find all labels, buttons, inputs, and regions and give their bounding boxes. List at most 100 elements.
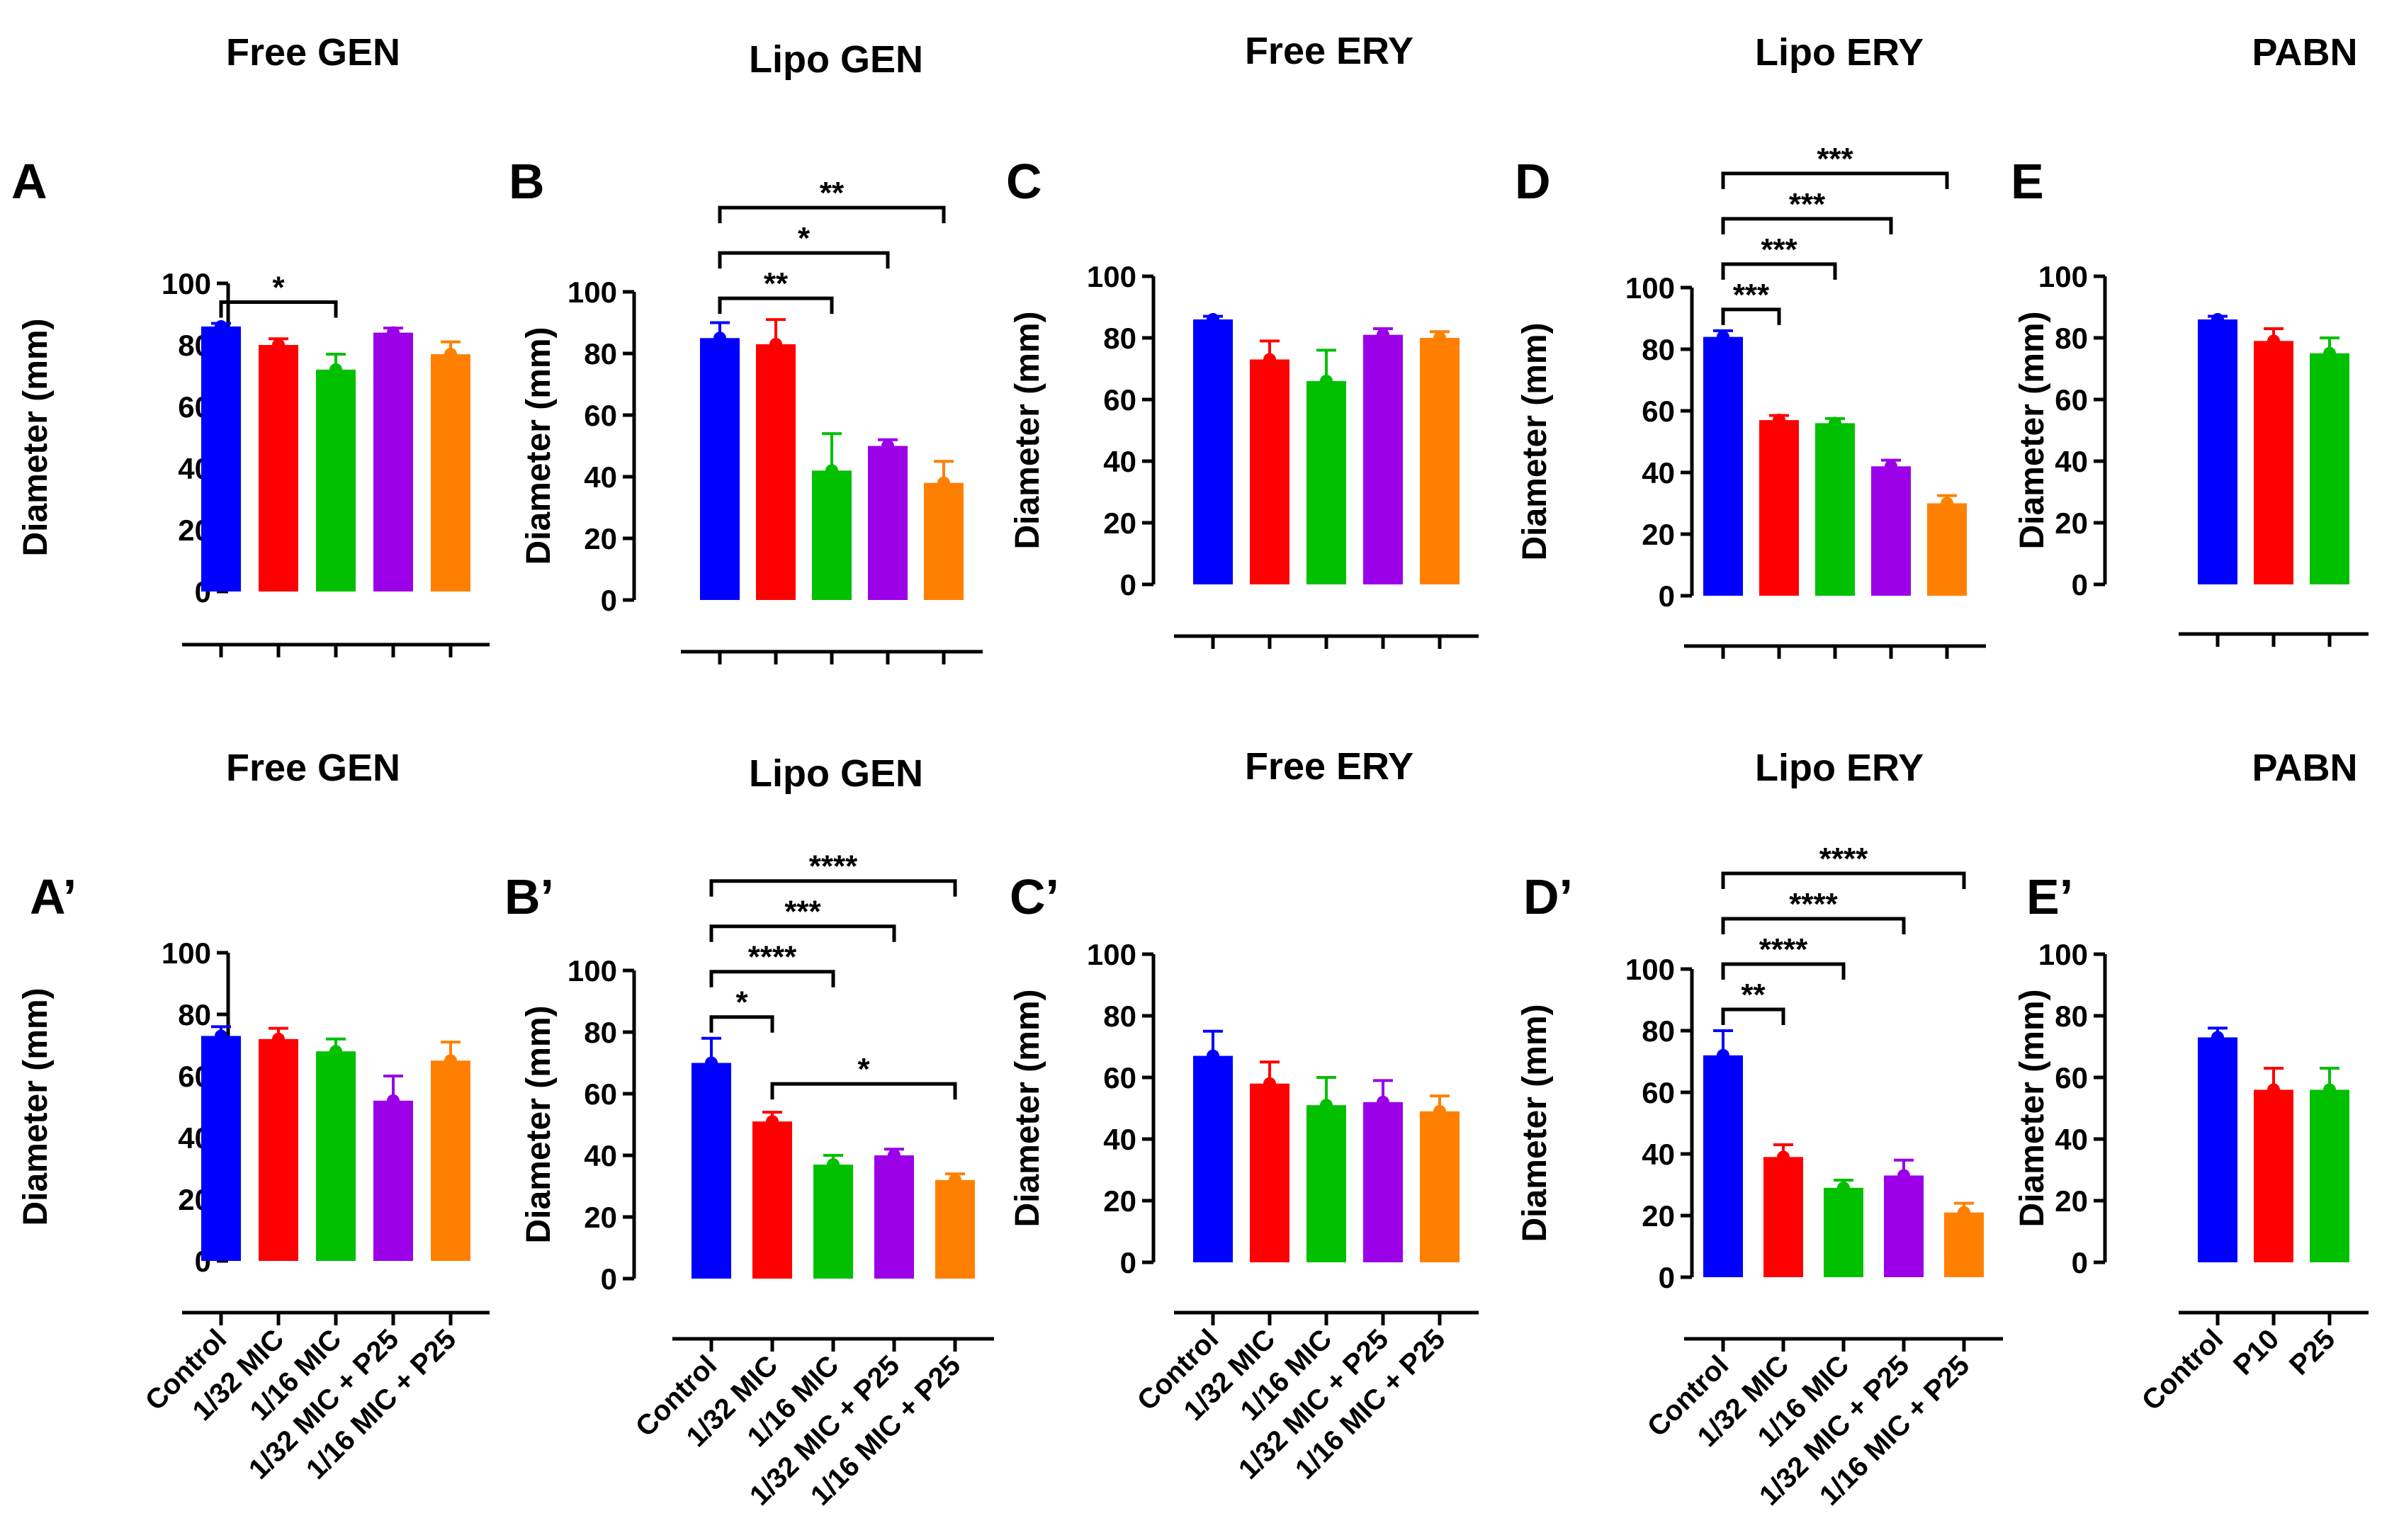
y-tick-label: 80: [1103, 1000, 1136, 1033]
y-axis-label: Diameter (mm): [1516, 322, 1554, 560]
mean-dot: [2323, 346, 2336, 360]
bar: [1363, 334, 1403, 584]
mean-dot: [713, 332, 726, 345]
y-tick-label: 80: [1103, 322, 1136, 355]
bar: [756, 344, 796, 600]
y-tick-label: 40: [584, 1139, 617, 1172]
bar: [259, 345, 298, 591]
bar: [1306, 1105, 1346, 1262]
x-tick-label: P10: [2228, 1323, 2285, 1381]
mean-dot: [2211, 1031, 2224, 1044]
bar: [1420, 338, 1460, 584]
panel-title: Free ERY: [1245, 30, 1413, 72]
mean-dot: [769, 337, 782, 351]
y-tick-label: 20: [1103, 1184, 1136, 1218]
significance-label: ****: [1759, 932, 1808, 967]
mean-dot: [1433, 1104, 1446, 1118]
mean-dot: [2211, 312, 2224, 326]
y-tick-label: 60: [584, 1077, 617, 1111]
panel-letter: A’: [30, 869, 77, 924]
y-tick-label: 0: [1120, 1246, 1136, 1279]
mean-dot: [329, 363, 342, 376]
bar: [1824, 1187, 1863, 1277]
panel-title: Free GEN: [226, 747, 400, 789]
mean-dot: [1777, 1150, 1790, 1164]
mean-dot: [1207, 1049, 1219, 1063]
bar: [2198, 319, 2237, 584]
bar: [2310, 353, 2349, 584]
mean-dot: [766, 1115, 779, 1128]
mean-dot: [1320, 374, 1333, 387]
mean-dot: [1377, 328, 1389, 341]
y-tick-label: 80: [584, 337, 617, 370]
significance-label: ***: [1789, 187, 1826, 222]
bar: [1193, 319, 1233, 584]
y-tick-label: 100: [1087, 938, 1136, 971]
mean-dot: [949, 1173, 961, 1187]
y-tick-label: 80: [178, 998, 211, 1031]
y-tick-label: 100: [1625, 271, 1675, 305]
mean-dot: [1717, 1048, 1729, 1062]
significance-label: ****: [748, 940, 797, 975]
panel-letter: E: [2011, 154, 2044, 209]
y-tick-label: 100: [1087, 260, 1136, 293]
mean-dot: [444, 1054, 457, 1068]
mean-dot: [888, 1149, 901, 1162]
panel-title: PABN: [2252, 747, 2357, 789]
y-tick-label: 40: [584, 460, 617, 494]
significance-label: ****: [809, 849, 858, 884]
panel-letter: E’: [2026, 869, 2073, 924]
panel-letter: C’: [1010, 869, 1059, 924]
significance-label: *: [272, 271, 285, 305]
panel-letter: C: [1006, 154, 1042, 209]
y-tick-label: 40: [1103, 1123, 1136, 1156]
mean-dot: [1263, 1077, 1276, 1090]
y-axis-label: Diameter (mm): [17, 987, 55, 1225]
y-axis-label: Diameter (mm): [2014, 989, 2051, 1227]
bar: [1193, 1055, 1233, 1262]
significance-label: ***: [784, 895, 821, 929]
bar: [813, 1165, 853, 1279]
significance-bracket: [1721, 917, 1906, 934]
y-axis-label: Diameter (mm): [1009, 311, 1046, 549]
significance-bracket: [1721, 871, 1966, 889]
mean-dot: [329, 1045, 342, 1058]
y-tick-label: 80: [1642, 1014, 1675, 1048]
panel-E’: PABN E’ Diameter (mm) 0 20 40 60 80 100 ControlP1…: [2014, 747, 2369, 1417]
panel-title: Free GEN: [226, 31, 400, 74]
y-tick-label: 40: [1642, 456, 1675, 489]
significance-label: **: [820, 176, 845, 210]
bar: [1420, 1111, 1460, 1262]
bar: [692, 1063, 731, 1279]
significance-label: ***: [1761, 232, 1797, 267]
bar: [1763, 1157, 1803, 1277]
y-tick-label: 0: [601, 584, 617, 617]
panel-title: PABN: [2252, 31, 2357, 74]
y-tick-label: 40: [2055, 445, 2088, 478]
mean-dot: [272, 339, 285, 351]
mean-dot: [705, 1056, 718, 1070]
bar: [868, 446, 908, 600]
panel-title: Lipo GEN: [749, 38, 923, 81]
y-axis-label: Diameter (mm): [520, 327, 558, 565]
significance-bracket: [718, 296, 834, 315]
bar: [2198, 1037, 2237, 1262]
mean-dot: [1885, 460, 1897, 473]
bar: [935, 1179, 975, 1279]
y-axis-label: Diameter (mm): [520, 1005, 558, 1243]
bar: [1703, 1055, 1743, 1277]
y-tick-label: 0: [2072, 1246, 2088, 1279]
mean-dot: [827, 1158, 840, 1172]
x-tick-label: P25: [2284, 1323, 2341, 1381]
mean-dot: [1829, 417, 1841, 430]
y-tick-label: 100: [2038, 938, 2088, 971]
mean-dot: [1263, 353, 1276, 366]
mean-dot: [1207, 312, 1219, 326]
bar: [373, 332, 413, 591]
panel-letter: B: [509, 154, 545, 209]
mean-dot: [1717, 330, 1729, 344]
significance-bracket: [709, 924, 896, 942]
mean-dot: [1897, 1169, 1910, 1182]
y-tick-label: 60: [1642, 1076, 1675, 1109]
bar: [1815, 423, 1855, 596]
